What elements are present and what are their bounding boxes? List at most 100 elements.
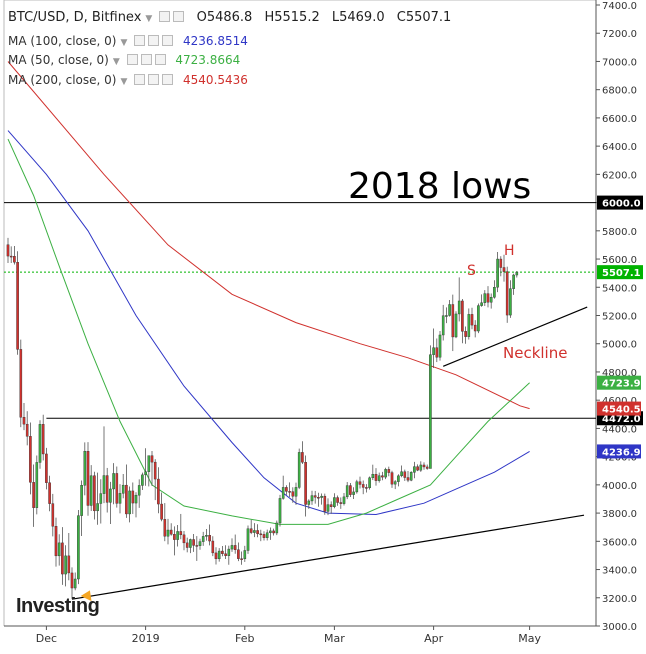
candle-body[interactable]: [339, 502, 343, 504]
candle-body[interactable]: [336, 497, 339, 503]
candle-body[interactable]: [477, 305, 480, 332]
candle-body[interactable]: [86, 451, 90, 506]
candle-body[interactable]: [493, 287, 496, 298]
candle-body[interactable]: [243, 550, 247, 560]
candle-body[interactable]: [112, 473, 115, 490]
candle-body[interactable]: [70, 572, 74, 589]
candle-body[interactable]: [409, 472, 413, 481]
close-icon[interactable]: [154, 54, 166, 65]
candle-body[interactable]: [301, 452, 304, 463]
neckline-trendline[interactable]: [442, 306, 588, 367]
candle-body[interactable]: [198, 541, 202, 546]
candle-body[interactable]: [128, 490, 131, 515]
candle-body[interactable]: [307, 500, 311, 505]
candle-body[interactable]: [45, 453, 48, 483]
candle-body[interactable]: [19, 349, 23, 418]
candle-body[interactable]: [115, 473, 119, 504]
candle-body[interactable]: [358, 481, 362, 485]
candle-body[interactable]: [61, 542, 64, 575]
symbol-dropdown-icon[interactable]: ▼: [145, 14, 153, 24]
candle-body[interactable]: [77, 515, 80, 580]
support-trendline[interactable]: [71, 514, 585, 600]
candle-body[interactable]: [275, 522, 279, 534]
time-axis-panel[interactable]: [0, 626, 596, 654]
candle-body[interactable]: [102, 475, 106, 494]
gear-icon[interactable]: [140, 54, 152, 65]
candle-body[interactable]: [134, 494, 138, 504]
candle-body[interactable]: [326, 504, 330, 512]
candle-body[interactable]: [144, 471, 147, 476]
candle-body[interactable]: [230, 545, 234, 550]
candle-body[interactable]: [297, 452, 301, 488]
close-icon[interactable]: [162, 35, 174, 46]
settings-gear-icon[interactable]: [173, 11, 185, 22]
candle-body[interactable]: [499, 258, 503, 268]
candle-body[interactable]: [403, 471, 407, 478]
candle-body[interactable]: [192, 539, 195, 546]
plot-area[interactable]: [3, 0, 597, 627]
candle-body[interactable]: [217, 550, 221, 560]
candle-body[interactable]: [259, 533, 263, 536]
candle-body[interactable]: [317, 497, 320, 499]
candle-body[interactable]: [393, 481, 397, 485]
candle-body[interactable]: [467, 314, 471, 337]
candle-body[interactable]: [291, 491, 295, 497]
candle-body[interactable]: [121, 484, 125, 494]
candle-body[interactable]: [486, 293, 490, 303]
candle-body[interactable]: [265, 532, 269, 538]
candle-body[interactable]: [38, 424, 42, 463]
candle-body[interactable]: [502, 267, 506, 272]
candle-body[interactable]: [422, 464, 426, 468]
candle-body[interactable]: [355, 481, 359, 493]
candle-body[interactable]: [320, 495, 323, 498]
eye-icon[interactable]: [134, 35, 146, 46]
candle-body[interactable]: [256, 530, 259, 535]
candle-body[interactable]: [483, 293, 487, 303]
candle-body[interactable]: [118, 493, 122, 504]
candle-body[interactable]: [137, 485, 141, 496]
candle-body[interactable]: [496, 258, 499, 288]
candle-body[interactable]: [233, 545, 237, 550]
visibility-eye-icon[interactable]: [159, 11, 171, 22]
price-axis-panel[interactable]: [596, 0, 646, 654]
eye-icon[interactable]: [134, 74, 146, 85]
ma200-legend[interactable]: MA (200, close, 0) ▼ 4540.5436: [8, 73, 248, 87]
candle-body[interactable]: [368, 477, 371, 489]
candle-body[interactable]: [416, 466, 419, 471]
candle-body[interactable]: [182, 534, 186, 544]
candle-body[interactable]: [105, 475, 109, 503]
candle-body[interactable]: [269, 530, 272, 533]
candle-body[interactable]: [441, 315, 445, 336]
candle-body[interactable]: [425, 466, 429, 469]
candle-body[interactable]: [221, 550, 224, 554]
candle-body[interactable]: [281, 487, 285, 499]
candle-body[interactable]: [515, 271, 519, 276]
candle-body[interactable]: [189, 539, 192, 548]
candle-body[interactable]: [448, 304, 451, 316]
candle-body[interactable]: [29, 436, 32, 483]
gear-icon[interactable]: [148, 35, 160, 46]
candle-body[interactable]: [109, 488, 112, 503]
candle-body[interactable]: [349, 485, 352, 495]
candle-body[interactable]: [131, 490, 135, 504]
candle-body[interactable]: [400, 471, 403, 477]
candle-body[interactable]: [253, 530, 256, 533]
candle-body[interactable]: [512, 274, 515, 289]
candle-body[interactable]: [153, 461, 157, 480]
candle-body[interactable]: [464, 331, 467, 337]
candle-body[interactable]: [294, 487, 298, 497]
candle-body[interactable]: [262, 534, 266, 538]
eye-icon[interactable]: [126, 54, 138, 65]
candle-body[interactable]: [489, 297, 493, 303]
candle-body[interactable]: [141, 474, 144, 486]
candle-body[interactable]: [390, 472, 394, 485]
candle-body[interactable]: [64, 555, 67, 575]
close-icon[interactable]: [162, 74, 174, 85]
candle-body[interactable]: [377, 475, 381, 481]
candle-body[interactable]: [374, 474, 378, 481]
gear-icon[interactable]: [148, 74, 160, 85]
candle-body[interactable]: [96, 503, 99, 512]
candle-body[interactable]: [435, 347, 439, 358]
candle-body[interactable]: [67, 555, 71, 574]
candle-body[interactable]: [147, 455, 151, 472]
